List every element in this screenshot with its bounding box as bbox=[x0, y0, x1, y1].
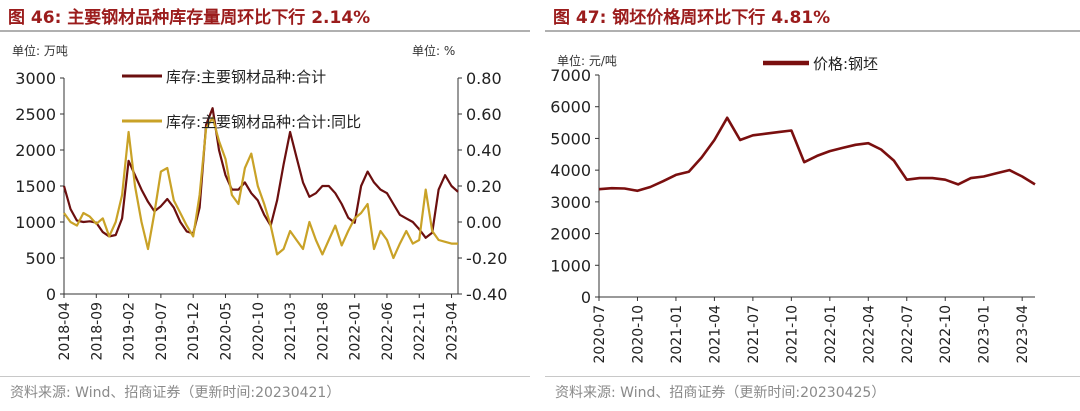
y-left-tick-label: 2500 bbox=[15, 105, 56, 124]
y-left-tick-label: 2000 bbox=[550, 225, 591, 244]
y-right-tick-label: 0.40 bbox=[466, 141, 502, 160]
x-tick-label: 2022-01 bbox=[823, 305, 839, 364]
x-tick-label: 2018-09 bbox=[89, 302, 105, 361]
series-line bbox=[63, 116, 458, 260]
y-left-tick-label: 3000 bbox=[550, 193, 591, 212]
x-tick-label: 2022-01 bbox=[348, 302, 364, 361]
title-divider bbox=[545, 30, 1080, 32]
chart-title: 图 46: 主要钢材品种库存量周环比下行 2.14% bbox=[8, 8, 371, 28]
left-axis-unit: 单位: 元/吨 bbox=[557, 54, 617, 68]
y-right-tick-label: 0.00 bbox=[466, 213, 502, 232]
x-tick-label: 2021-08 bbox=[315, 302, 331, 361]
source-note: 资料来源: Wind、招商证券（更新时间:20230421） bbox=[10, 385, 341, 401]
x-tick-label: 2018-04 bbox=[57, 302, 73, 361]
x-tick-label: 2021-03 bbox=[283, 302, 299, 361]
source-divider bbox=[0, 376, 530, 377]
y-right-tick-label: 0.60 bbox=[466, 105, 502, 124]
legend-label: 价格:钢坯 bbox=[813, 55, 878, 73]
y-left-tick-label: 1500 bbox=[15, 177, 56, 196]
x-tick-label: 2019-12 bbox=[186, 302, 202, 361]
x-tick-label: 2020-10 bbox=[251, 302, 267, 361]
chart-panel-inventory: 图 46: 主要钢材品种库存量周环比下行 2.14% 单位: 万吨 单位: % … bbox=[0, 0, 530, 411]
y-left-tick-label: 500 bbox=[25, 249, 56, 268]
y-left-tick-label: 5000 bbox=[550, 129, 591, 148]
title-divider bbox=[0, 30, 530, 32]
y-left-tick-label: 6000 bbox=[550, 98, 591, 117]
x-tick-label: 2022-04 bbox=[861, 305, 877, 364]
y-right-tick-label: 0.20 bbox=[466, 177, 502, 196]
y-left-tick-label: 1000 bbox=[550, 256, 591, 275]
y-right-tick-label: -0.40 bbox=[466, 285, 507, 304]
x-tick-label: 2021-04 bbox=[707, 305, 723, 364]
y-left-tick-label: 0 bbox=[46, 285, 56, 304]
x-tick-label: 2022-06 bbox=[380, 302, 396, 361]
chart-title: 图 47: 钢坯价格周环比下行 4.81% bbox=[553, 8, 831, 28]
x-tick-label: 2022-10 bbox=[938, 305, 954, 364]
x-tick-label: 2021-10 bbox=[784, 305, 800, 364]
x-tick-label: 2021-07 bbox=[746, 305, 762, 364]
y-left-tick-label: 7000 bbox=[550, 66, 591, 85]
source-divider bbox=[545, 376, 1080, 377]
left-axis-unit: 单位: 万吨 bbox=[12, 44, 68, 58]
y-right-tick-label: 0.80 bbox=[466, 69, 502, 88]
y-left-tick-label: 4000 bbox=[550, 161, 591, 180]
y-left-tick-label: 0 bbox=[581, 288, 591, 307]
x-tick-label: 2019-07 bbox=[154, 302, 170, 361]
x-tick-label: 2022-11 bbox=[412, 302, 428, 361]
series-line bbox=[62, 107, 459, 239]
x-tick-label: 2019-02 bbox=[122, 302, 138, 361]
y-left-tick-label: 3000 bbox=[15, 69, 56, 88]
x-tick-label: 2021-01 bbox=[669, 305, 685, 364]
legend-label: 库存:主要钢材品种:合计:同比 bbox=[166, 113, 361, 131]
right-axis-unit: 单位: % bbox=[412, 44, 456, 58]
chart-canvas: 0 1000 2000 3000 4000 5000 6000 7000 2020-07 2020… bbox=[550, 55, 1036, 364]
source-note: 资料来源: Wind、招商证券（更新时间:20230425） bbox=[555, 385, 886, 401]
y-left-tick-label: 1000 bbox=[15, 213, 56, 232]
x-tick-label: 2020-10 bbox=[630, 305, 646, 364]
legend-label: 库存:主要钢材品种:合计 bbox=[166, 68, 326, 86]
y-left-tick-label: 2000 bbox=[15, 141, 56, 160]
y-right-tick-label: -0.20 bbox=[466, 249, 507, 268]
series-line bbox=[598, 116, 1036, 193]
x-tick-label: 2022-07 bbox=[900, 305, 916, 364]
x-tick-label: 2020-07 bbox=[592, 305, 608, 364]
x-tick-label: 2023-01 bbox=[977, 305, 993, 364]
chart-canvas: 0 500 1000 1500 2000 2500 3000 -0.40 -0.20 0.00 0.… bbox=[15, 68, 507, 361]
x-tick-label: 2020-05 bbox=[218, 302, 234, 361]
x-tick-label: 2023-04 bbox=[1015, 305, 1031, 364]
x-tick-label: 2023-04 bbox=[445, 302, 461, 361]
chart-panel-billet-price: 图 47: 钢坯价格周环比下行 4.81% 单位: 元/吨 0 1000 2000 3… bbox=[545, 0, 1080, 411]
